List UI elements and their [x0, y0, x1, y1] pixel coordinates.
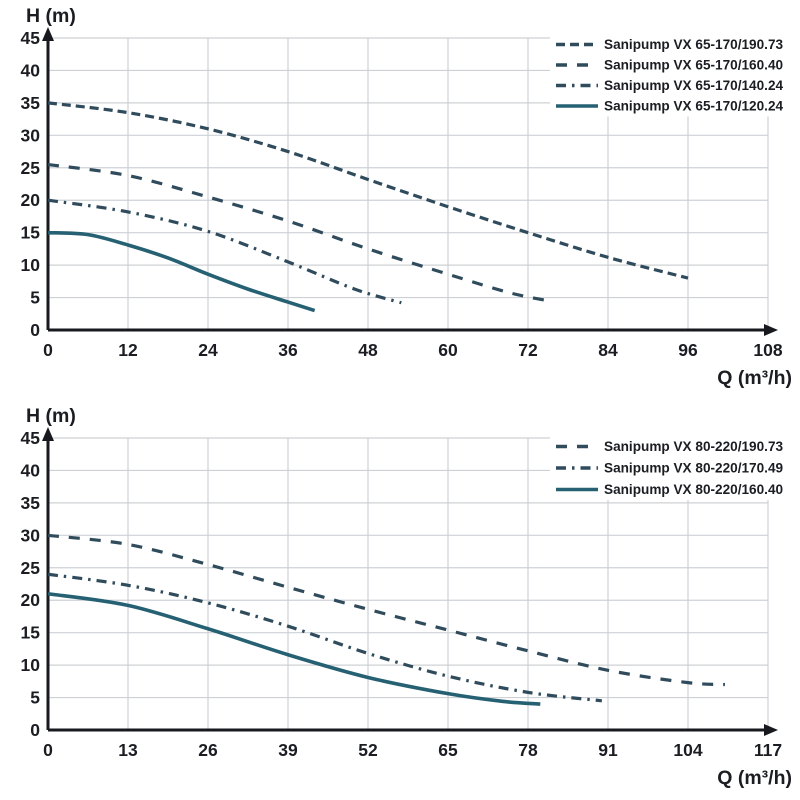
pump-chart-top-canvas: 0 5 10 15 20 25 30 35 40 45 0 12 24 36 48 60 72 84 96 108 H … — [20, 5, 798, 389]
legend-label: Sanipump VX 65-170/140.24 — [604, 78, 784, 93]
x-tick-label: 84 — [598, 340, 618, 360]
y-tick-label: 45 — [21, 28, 41, 48]
legend-label: Sanipump VX 65-170/160.40 — [604, 58, 783, 73]
curve-sanipump-vx-65-170-190-73 — [47, 101, 689, 280]
y-tick-label: 40 — [21, 60, 41, 80]
x-tick-label: 24 — [198, 340, 218, 360]
y-axis-arrow — [42, 27, 54, 41]
x-axis-title: Q (m³/h) — [717, 767, 792, 789]
y-axis-title: H (m) — [26, 5, 76, 27]
x-axis-title: Q (m³/h) — [717, 367, 792, 389]
y-axis-arrow — [42, 427, 54, 441]
x-tick-label: 117 — [754, 740, 782, 760]
legend-label: Sanipump VX 65-170/190.73 — [604, 37, 784, 52]
curve-sanipump-vx-80-220-170-49 — [47, 572, 603, 703]
x-tick-label: 60 — [438, 340, 458, 360]
pump-chart-bottom-canvas: 0 5 10 15 20 25 30 35 40 45 0 13 26 39 52 65 78 91 104 117 H… — [21, 405, 798, 789]
legend-label: Sanipump VX 80-220/160.40 — [604, 482, 783, 497]
curve-sanipump-vx-80-220-190-73 — [47, 533, 726, 687]
pump-chart-bottom: 0 5 10 15 20 25 30 35 40 45 0 13 26 39 52 65 78 91 104 117 H… — [0, 400, 800, 800]
curve-sanipump-vx-65-170-160-40 — [47, 162, 549, 303]
x-tick-label: 26 — [198, 740, 218, 760]
x-tick-label: 91 — [598, 740, 618, 760]
y-tick-label: 10 — [21, 655, 41, 675]
curve-sanipump-vx-80-220-160-40 — [47, 591, 541, 706]
legend-label: Sanipump VX 80-220/170.49 — [604, 461, 784, 476]
y-tick-label: 40 — [21, 460, 41, 480]
x-tick-label: 65 — [438, 740, 458, 760]
y-tick-label: 5 — [30, 288, 40, 308]
x-tick-label: 104 — [673, 740, 702, 760]
x-tick-label: 12 — [118, 340, 138, 360]
legend-label: Sanipump VX 65-170/120.24 — [604, 99, 784, 114]
y-tick-label: 45 — [21, 428, 41, 448]
x-tick-label: 39 — [278, 740, 298, 760]
x-tick-label: 0 — [43, 340, 53, 360]
pump-chart-top: 0 5 10 15 20 25 30 35 40 45 0 12 24 36 48 60 72 84 96 108 H … — [20, 5, 798, 389]
curve-sanipump-vx-65-170-140-24 — [47, 198, 402, 305]
y-axis-title: H (m) — [26, 405, 76, 427]
curve-sanipump-vx-65-170-120-24 — [47, 230, 316, 313]
x-axis-arrow — [764, 324, 778, 336]
y-tick-label: 15 — [21, 623, 41, 643]
y-tick-label: 20 — [21, 590, 41, 610]
y-tick-label: 30 — [21, 525, 41, 545]
y-tick-label: 35 — [21, 493, 41, 513]
legend: Sanipump VX 65-170/190.73 Sanipump VX 65-… — [556, 37, 784, 114]
legend-background — [550, 33, 798, 117]
y-tick-label: 5 — [30, 688, 40, 708]
legend-label: Sanipump VX 80-220/190.73 — [604, 439, 784, 454]
y-tick-label: 10 — [21, 255, 41, 275]
x-axis-arrow — [764, 724, 778, 736]
x-tick-label: 13 — [118, 740, 138, 760]
legend: Sanipump VX 80-220/190.73 Sanipump VX 80-… — [556, 439, 784, 497]
x-tick-label: 36 — [278, 340, 298, 360]
y-tick-label: 0 — [30, 320, 40, 340]
x-tick-label: 72 — [518, 340, 538, 360]
y-tick-label: 30 — [21, 125, 41, 145]
x-tick-label: 108 — [753, 340, 782, 360]
x-tick-label: 96 — [678, 340, 698, 360]
x-tick-label: 48 — [358, 340, 378, 360]
y-tick-label: 20 — [21, 190, 41, 210]
y-tick-label: 25 — [21, 158, 41, 178]
y-tick-label: 35 — [21, 93, 41, 113]
x-tick-label: 0 — [43, 740, 53, 760]
y-tick-label: 0 — [30, 720, 40, 740]
x-tick-label: 52 — [358, 740, 378, 760]
y-tick-label: 15 — [21, 223, 41, 243]
x-tick-label: 78 — [518, 740, 538, 760]
y-tick-label: 25 — [21, 558, 41, 578]
